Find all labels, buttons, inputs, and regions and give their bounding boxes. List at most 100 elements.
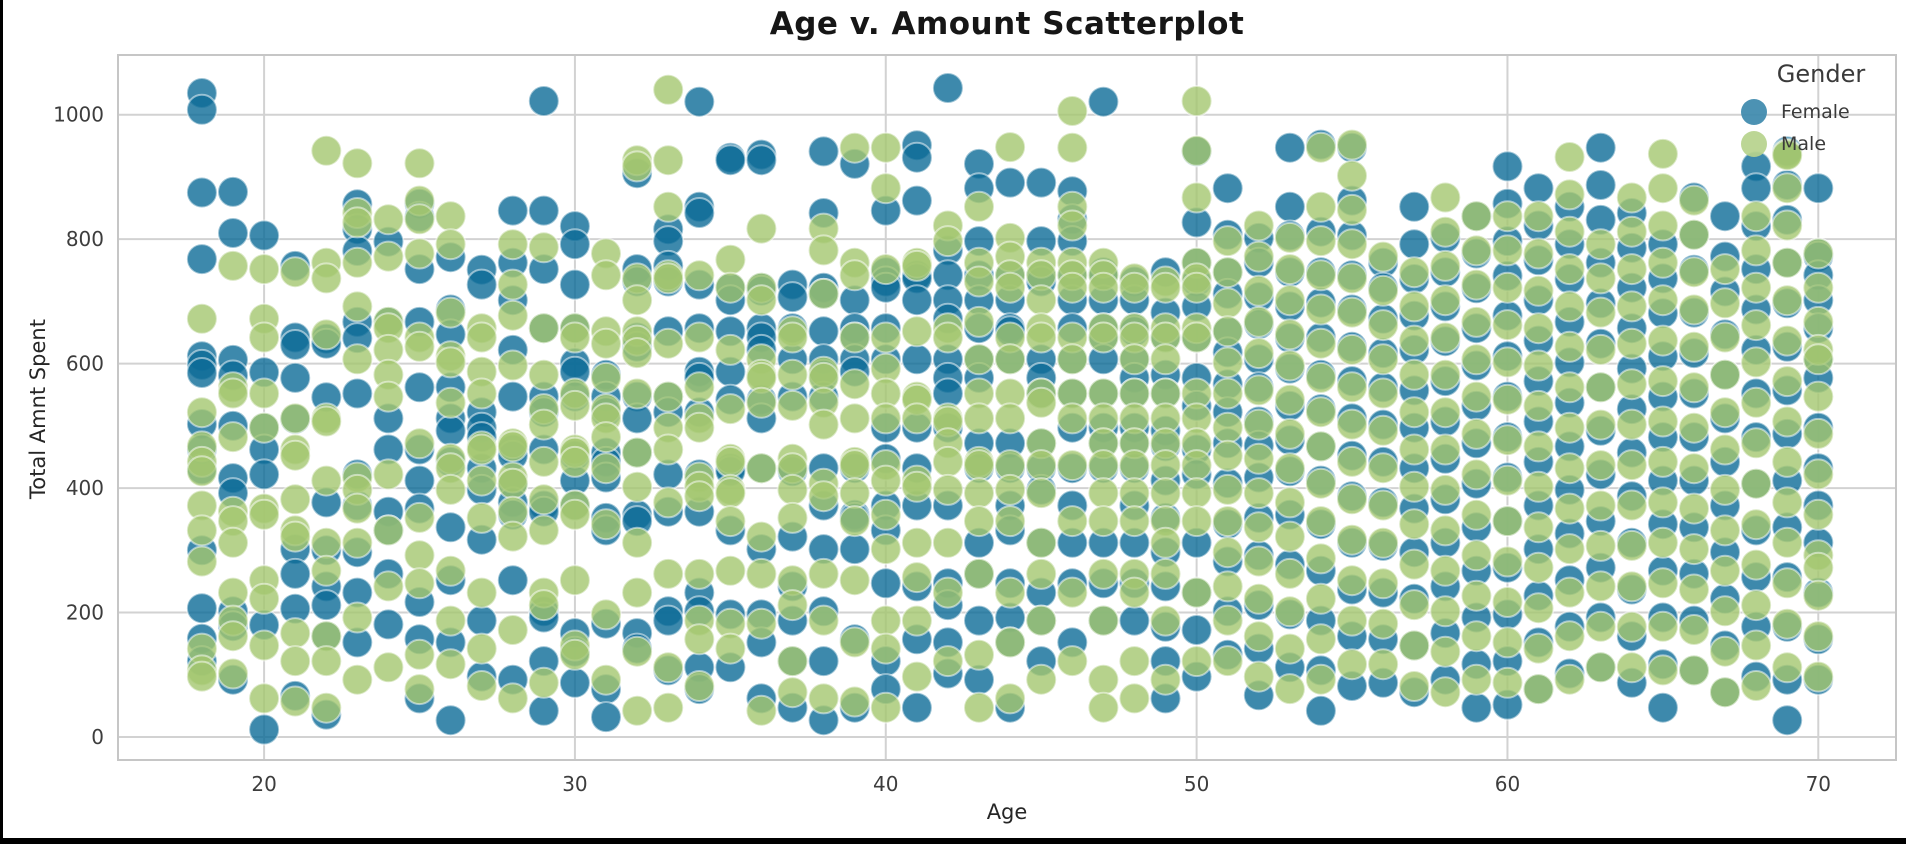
data-point [1211,411,1244,444]
data-point [1740,589,1773,622]
data-point [1025,663,1058,696]
data-point [621,635,654,668]
data-point [1771,486,1804,519]
data-point [558,228,591,261]
data-point [558,321,591,354]
data-point [1522,470,1555,503]
data-point [403,638,436,671]
data-point [496,380,529,413]
data-point [714,333,747,366]
data-point [621,694,654,727]
data-point [1304,623,1337,656]
data-point [1615,610,1648,643]
data-point [1304,396,1337,429]
data-point [496,564,529,597]
data-point [1304,582,1337,615]
data-point [590,598,622,631]
data-point [1709,287,1741,320]
data-point [994,505,1027,538]
data-point [621,526,654,559]
data-point [900,343,933,376]
data-point [714,554,747,587]
data-point [1460,343,1493,376]
data-point [403,330,436,363]
data-point [558,445,591,478]
data-point [683,85,716,118]
data-point [496,299,529,332]
data-point [1211,505,1244,538]
data-point [1180,449,1213,482]
data-point [652,433,685,466]
data-point [807,682,840,715]
data-point [1553,663,1586,696]
data-point [1709,396,1741,429]
data-point [1025,604,1058,637]
data-point [185,302,218,335]
data-point [900,184,933,217]
data-point [1740,427,1773,460]
data-point [1553,371,1586,404]
data-point [1149,343,1182,376]
data-point [1771,139,1804,172]
data-point [1087,505,1120,538]
data-point [1615,368,1648,401]
data-point [1709,554,1741,587]
data-point [1429,321,1462,354]
x-tick-label: 50 [1184,772,1209,796]
data-point [1584,131,1617,164]
data-point [1491,383,1524,416]
data-point [807,557,840,590]
y-tick-label: 200 [66,601,104,625]
data-point [1584,333,1617,366]
data-point [341,526,374,559]
data-point [807,315,840,348]
data-point [1522,349,1555,382]
data-point [1553,178,1586,211]
data-point [1336,296,1368,329]
data-point [1367,309,1400,342]
data-point [1615,327,1648,360]
data-point [248,713,281,746]
data-point [1398,290,1431,323]
data-point [1118,604,1151,637]
data-point [465,632,498,665]
data-point [1460,498,1493,531]
data-point [1678,533,1710,566]
data-point [1336,159,1368,192]
data-point [714,271,747,304]
data-point [1771,405,1804,438]
data-point [1367,489,1400,522]
data-point [1087,691,1120,724]
data-point [590,259,622,292]
data-point [994,271,1027,304]
data-point [931,526,964,559]
data-point [1304,190,1337,223]
data-point [1056,402,1089,435]
data-point [1056,576,1089,609]
data-point [1242,240,1275,273]
data-point [1304,505,1337,538]
data-point [434,604,467,637]
x-axis-label: Age [986,800,1028,824]
data-point [1087,271,1120,304]
data-point [838,626,871,659]
legend-title: Gender [1776,60,1866,88]
data-point [900,691,933,724]
data-point [1211,256,1244,289]
data-point [994,131,1027,164]
data-point [185,660,218,693]
data-point [1771,704,1804,737]
data-point [1242,274,1275,307]
data-point [1180,505,1213,538]
data-point [248,219,281,252]
data-point [1584,651,1617,684]
data-point [652,190,685,223]
data-point [248,682,281,715]
data-point [1740,346,1773,379]
data-point [1429,396,1462,429]
data-point [621,576,654,609]
data-point [1211,377,1244,410]
data-point [1802,551,1835,584]
data-point [1491,309,1524,342]
data-point [1802,498,1835,531]
